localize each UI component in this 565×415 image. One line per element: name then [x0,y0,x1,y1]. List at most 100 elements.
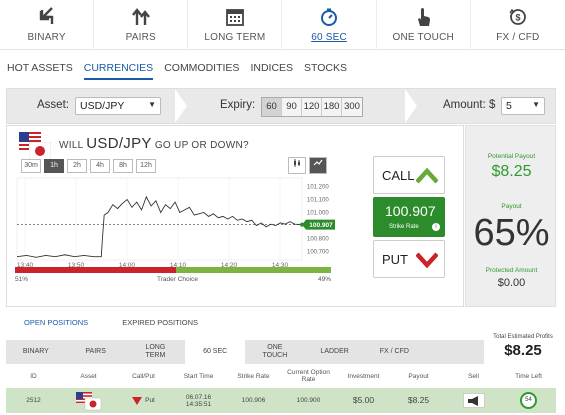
col-time-left: Time Left [501,367,556,385]
filter-one-touch[interactable]: ONE TOUCH [245,340,305,364]
calendar-icon [225,6,245,28]
y-tick-label: 101.100 [307,198,329,204]
amount-select-value: 5 [506,100,512,112]
y-tick-label: 101.000 [307,211,329,217]
trade-panel: WILL USD/JPY GO UP OR DOWN? 30m 1h 2h 4h… [6,125,464,307]
expiry-option-90[interactable]: 90 [282,98,302,116]
time-left-countdown: 54 [520,392,537,409]
amount-select[interactable]: 5 ▼ [501,97,545,115]
question-symbol: USD/JPY [86,135,151,152]
mode-fx-cfd[interactable]: $ FX / CFD [471,0,565,50]
row-strike-rate: 100.906 [226,388,281,413]
row-current-rate: 100.900 [281,388,336,413]
put-button[interactable]: PUT [373,240,445,278]
mode-binary[interactable]: BINARY [0,0,94,50]
tab-expired-positions[interactable]: EXPIRED POSITIONS [122,314,198,331]
y-tick-label: 101.200 [307,185,329,191]
col-strike-rate: Strike Rate [226,367,281,385]
candlestick-icon [292,158,302,168]
binary-arrows-icon [37,6,57,28]
question-prefix: WILL [59,140,83,151]
trader-choice-left-percent: 51% [15,276,28,283]
asset-select[interactable]: USD/JPY ▼ [75,97,161,115]
row-time-left: 54 [501,388,556,413]
mode-label: ONE TOUCH [392,32,453,43]
mode-label: 60 SEC [311,32,347,43]
col-id: ID [6,367,61,385]
chevron-down-icon: ▼ [148,100,156,109]
total-profits-label: Total Estimated Profits [488,334,558,340]
mode-long-term[interactable]: LONG TERM [188,0,282,50]
tab-commodities[interactable]: COMMODITIES [164,58,239,80]
expiry-selector: 60 90 120 180 300 [261,97,363,117]
tab-currencies[interactable]: CURRENCIES [84,58,153,80]
timeframe-12h[interactable]: 12h [136,159,156,173]
candlestick-view-button[interactable] [288,157,306,174]
col-investment: Investment [336,367,391,385]
amount-label: Amount: $ [443,99,495,111]
mode-one-touch[interactable]: ONE TOUCH [377,0,471,50]
chevron-separator [175,89,187,123]
trade-control-bar: Asset: USD/JPY ▼ Expiry: 60 90 120 180 3… [6,88,556,124]
tab-hot-assets[interactable]: HOT ASSETS [7,58,73,80]
tab-indices[interactable]: INDICES [250,58,293,80]
col-call-put: Call/Put [116,367,171,385]
usd-jpy-flags-icon [74,391,104,411]
filter-ladder[interactable]: LADDER [305,340,365,364]
tab-stocks[interactable]: STOCKS [304,58,347,80]
col-current-rate: Current Option Rate [281,367,336,385]
expiry-option-300[interactable]: 300 [342,98,362,116]
asset-select-value: USD/JPY [80,100,124,112]
strike-rate-box: 100.907 Strike Rate i [373,197,445,237]
total-profits: Total Estimated Profits $8.25 [488,334,558,359]
down-arrow-icon [416,252,438,268]
protected-amount-label: Protected Amount [466,267,557,274]
timeframe-8h[interactable]: 8h [113,159,133,173]
call-button[interactable]: CALL [373,156,445,194]
expiry-option-60[interactable]: 60 [262,98,282,116]
mode-label: BINARY [27,32,65,43]
positions-tabs: OPEN POSITIONS EXPIRED POSITIONS [0,314,208,331]
timeframe-4h[interactable]: 4h [90,159,110,173]
expiry-option-120[interactable]: 120 [302,98,322,116]
filter-60-sec[interactable]: 60 SEC [185,340,245,364]
tab-open-positions[interactable]: OPEN POSITIONS [24,314,88,331]
row-payout: $8.25 [391,388,446,413]
mode-pairs[interactable]: PAIRS [94,0,188,50]
put-button-label: PUT [382,252,408,267]
info-icon[interactable]: i [432,223,440,231]
timeframe-2h[interactable]: 2h [67,159,87,173]
fx-coin-icon: $ [508,6,528,28]
filter-binary[interactable]: BINARY [6,340,66,364]
row-start-time: 06.07.16 14:35:51 [171,388,226,413]
col-sell: Sell [446,367,501,385]
expiry-option-180[interactable]: 180 [322,98,342,116]
payout-panel: Potential Payout $8.25 Payout 65% Protec… [465,125,556,307]
row-sell [446,388,501,413]
sell-button[interactable] [463,393,485,408]
trader-choice-put-share [15,267,176,273]
col-asset: Asset [61,367,116,385]
mode-60-sec[interactable]: 60 SEC [282,0,376,50]
chevron-down-icon: ▼ [532,100,540,109]
svg-text:$: $ [515,13,520,23]
filter-pairs[interactable]: PAIRS [66,340,126,364]
trader-choice-call-share [176,267,331,273]
protected-amount-value: $0.00 [466,277,557,289]
timeframe-1h[interactable]: 1h [44,159,64,173]
line-view-button[interactable] [309,157,327,174]
total-profits-value: $8.25 [488,342,558,359]
row-call-put-label: Put [145,397,155,404]
potential-payout-label: Potential Payout [466,153,557,160]
stopwatch-icon [319,6,339,28]
trader-choice-label: Trader Choice [157,276,198,283]
mode-label: FX / CFD [496,32,539,43]
timeframe-30m[interactable]: 30m [21,159,41,173]
row-asset [61,388,116,413]
line-chart-icon [313,158,323,168]
question-suffix: GO UP OR DOWN? [155,140,249,151]
filter-fx-cfd[interactable]: FX / CFD [365,340,425,364]
filter-long-term[interactable]: LONG TERM [126,340,186,364]
up-arrow-icon [416,168,438,184]
put-triangle-icon [132,397,142,405]
